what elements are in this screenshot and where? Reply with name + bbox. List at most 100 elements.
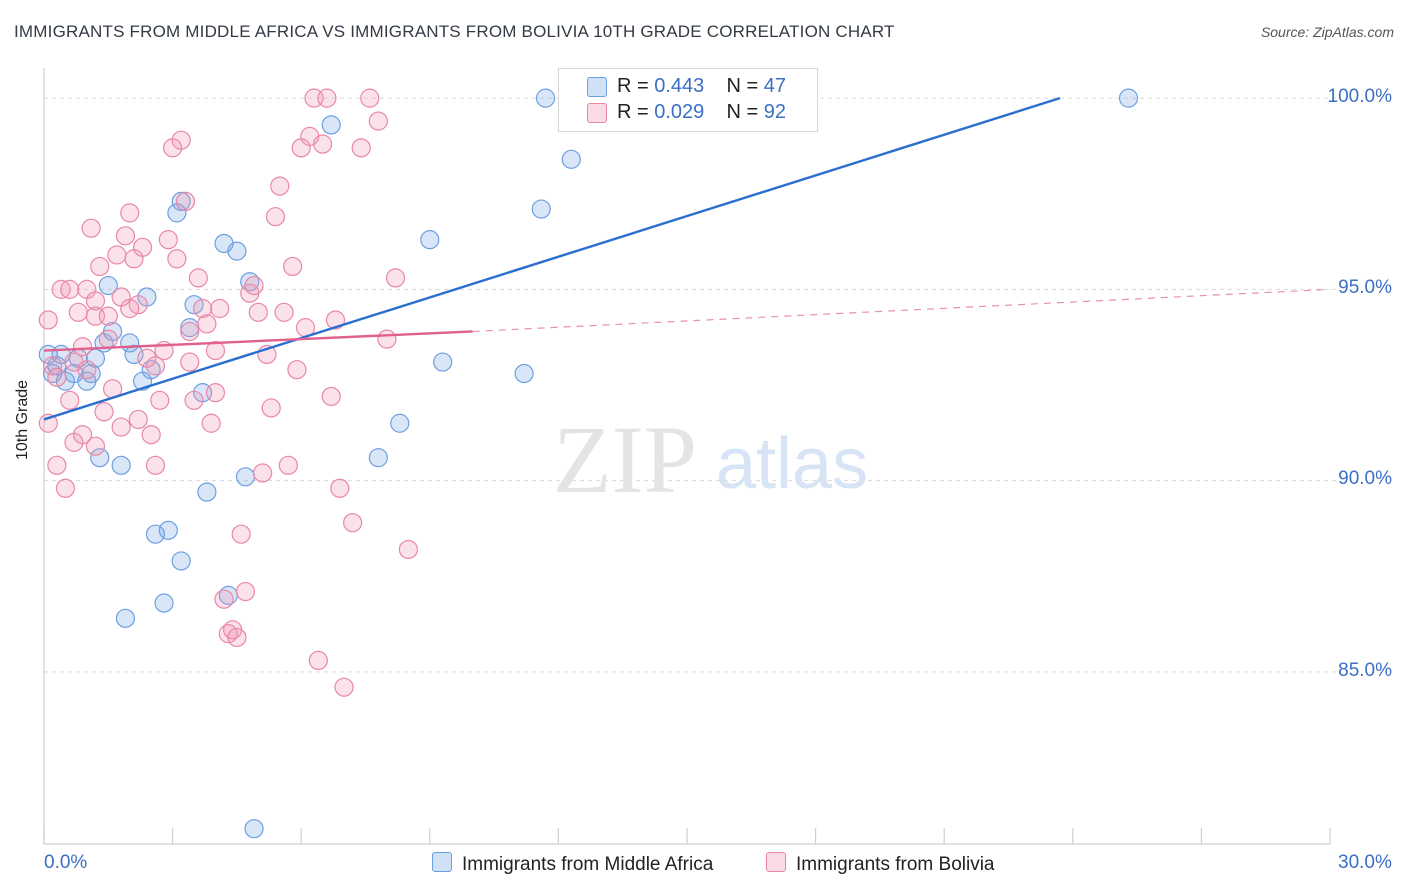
bolivia-point (85, 436, 106, 456)
middle-africa-point (433, 352, 453, 372)
bolivia-point (171, 130, 191, 150)
bolivia-point (107, 245, 127, 265)
correlation-legend: R = 0.443 N = 47 R = 0.029 N = 92 (558, 68, 818, 132)
middle-africa-point (98, 275, 118, 296)
y-tick-label-95: 95.0% (1338, 277, 1392, 298)
watermark: ZIP atlas (553, 406, 868, 513)
bolivia-point (85, 291, 106, 311)
middle-africa-point (244, 819, 264, 839)
bolivia-point (398, 539, 418, 560)
legend-n-label: N = (726, 101, 759, 123)
bolivia-point (197, 314, 217, 334)
bolivia-point (94, 402, 114, 422)
middle-africa-point (158, 520, 178, 540)
bolivia-point (377, 329, 397, 349)
middle-africa-point (197, 482, 217, 502)
middle-africa-point (535, 88, 556, 108)
bolivia-point (330, 478, 350, 498)
legend-n-value: 47 (763, 75, 787, 97)
bolivia-point (278, 455, 298, 475)
bolivia-point (334, 677, 354, 697)
bolivia-point (145, 455, 166, 475)
middle-africa-point (227, 241, 247, 261)
bolivia-point (308, 650, 328, 671)
bolivia-point (351, 138, 371, 158)
bolivia-point (132, 237, 153, 257)
y-tick-label-100: 100.0% (1327, 86, 1392, 107)
legend-r-label: R = (617, 101, 649, 123)
bolivia-point (98, 329, 118, 349)
middle-africa-point (420, 230, 440, 250)
bolivia-point (42, 356, 63, 376)
bolivia-point (210, 298, 230, 319)
bolivia-point (201, 413, 221, 433)
bolivia-point (128, 409, 148, 430)
bolivia-point (47, 367, 67, 387)
bolivia-trend-line (43, 330, 473, 352)
middle-africa-point (171, 191, 191, 211)
bolivia-point (360, 88, 380, 108)
middle-africa-point (90, 448, 110, 468)
bolivia-point (141, 425, 161, 445)
bolivia-point (261, 398, 281, 418)
middle-africa-point (514, 363, 534, 384)
bolivia-point (205, 383, 226, 403)
axes (43, 68, 1331, 845)
gridlines (44, 97, 1340, 673)
bolivia-point (47, 455, 67, 475)
bolivia-point (180, 352, 200, 372)
bolivia-trend-extension (472, 288, 1331, 333)
bolivia-point (167, 249, 187, 269)
legend-n-label: N = (726, 75, 759, 97)
bolivia-point (321, 386, 341, 407)
bolivia-point (72, 337, 93, 357)
watermark-atlas: atlas (716, 424, 868, 504)
bolivia-point (64, 352, 84, 372)
bolivia-point (180, 321, 200, 342)
legend-swatch-pink (587, 103, 607, 123)
middle-africa-point (321, 115, 341, 135)
middle-africa-point (171, 551, 191, 571)
bolivia-point (60, 279, 80, 299)
bottom-legend-swatch-pink (766, 852, 786, 872)
middle-africa-point (111, 455, 131, 475)
middle-africa-point (1118, 88, 1139, 108)
legend-r-label: R = (617, 75, 649, 97)
bottom-legend-label: Immigrants from Middle Africa (462, 854, 714, 875)
legend-swatch-blue (587, 77, 607, 97)
data-points (38, 88, 1139, 839)
bolivia-point (283, 256, 303, 277)
bolivia-point (120, 298, 140, 319)
middle-africa-point (368, 448, 388, 468)
bolivia-point (98, 306, 118, 326)
bolivia-point (253, 463, 273, 483)
bolivia-point (188, 268, 208, 288)
bolivia-point (68, 302, 88, 322)
legend-r-value: 0.029 (654, 101, 705, 123)
middle-africa-point (390, 413, 410, 433)
bolivia-point (150, 390, 170, 410)
source-credit: Source: ZipAtlas.com (1260, 24, 1394, 40)
x-tick-label-max: 30.0% (1338, 852, 1392, 873)
middle-africa-point (154, 593, 174, 613)
y-tick-label-90: 90.0% (1338, 468, 1392, 489)
bolivia-point (313, 134, 333, 154)
bottom-legend-bolivia: Immigrants from Bolivia (766, 852, 995, 876)
middle-africa-point (115, 608, 136, 628)
bolivia-point (193, 298, 213, 319)
bolivia-point (227, 627, 247, 648)
y-tick-label-85: 85.0% (1338, 660, 1392, 681)
bolivia-point (120, 203, 140, 223)
bolivia-point (214, 589, 234, 609)
bolivia-point (270, 176, 290, 196)
x-tick-label-min: 0.0% (44, 852, 88, 873)
middle-africa-point (561, 149, 581, 169)
bolivia-point (287, 360, 307, 380)
bolivia-point (244, 275, 264, 296)
middle-africa-point (235, 467, 256, 487)
bottom-legend-label: Immigrants from Bolivia (796, 854, 995, 875)
bolivia-point (184, 390, 204, 410)
bolivia-point (368, 111, 388, 131)
bolivia-point (81, 218, 101, 238)
